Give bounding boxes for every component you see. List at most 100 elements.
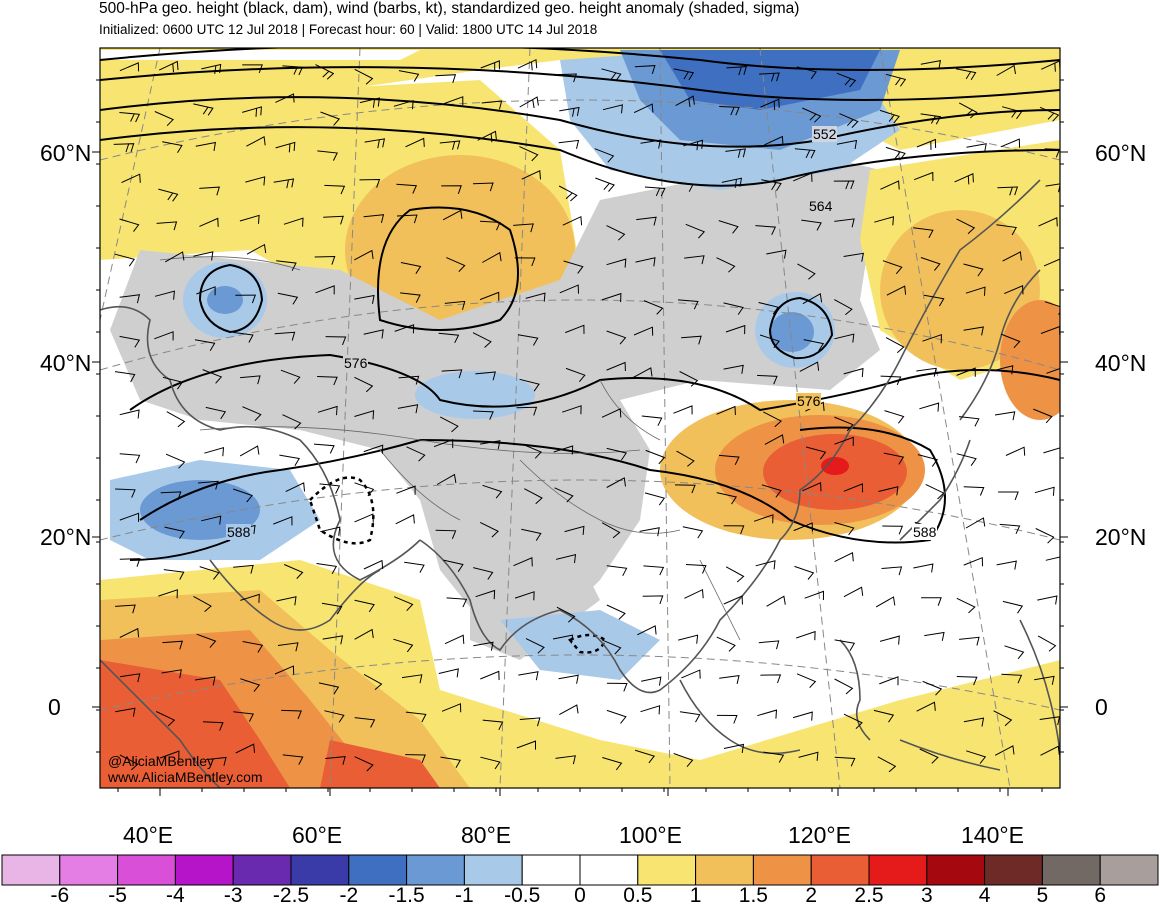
lon-label-120e: 120°E [788,822,851,848]
colorbar-swatch [290,854,350,886]
wind-barb [606,604,626,620]
wind-barb [562,405,582,415]
wind-barb [235,294,257,304]
wind-barb [879,109,900,124]
wind-barb [481,100,503,110]
wind-barb [525,638,545,654]
lat-label-eq-left: 0 [48,694,61,720]
wind-barb [154,331,174,341]
wind-barb [158,60,179,73]
wind-barb [601,522,621,539]
wind-barb [685,564,707,574]
wind-barb [802,482,822,492]
lon-label-80e: 80°E [461,822,512,848]
wind-barb [1038,217,1058,227]
wind-barb [233,564,254,574]
wind-barb [519,146,539,162]
wind-barb [322,635,344,645]
wind-barb [119,673,141,683]
wind-barb [446,597,468,608]
colorbar-label: 5 [1036,884,1049,907]
wind-barb [119,335,141,348]
wind-barb [725,148,746,158]
wind-barb [1004,285,1024,295]
wind-barb [521,170,541,180]
wind-barb [325,756,346,765]
wind-barb [442,209,463,221]
colorbar-label: -2 [339,884,359,907]
wind-barb [438,332,460,344]
wind-barb [273,178,295,189]
wind-barb [514,591,535,601]
wind-barb [518,671,539,681]
wind-barb [482,251,502,263]
lat-label-20n-left: 20°N [40,524,92,550]
wind-barb [996,64,1016,76]
wind-barb [240,678,261,692]
wind-barb [193,251,214,261]
wind-barb [477,130,497,143]
wind-barb [681,335,702,345]
wind-barb [397,404,419,414]
wind-barb [196,633,217,648]
wind-barb [479,220,501,231]
wind-barb [716,492,738,505]
colorbar-label: -3 [223,884,243,907]
wind-barb [913,171,934,182]
wind-barb [994,411,1016,421]
wind-barb [594,148,615,163]
wind-barb [640,139,661,149]
wind-barb [999,523,1021,535]
wind-barb [683,139,704,151]
wind-barb [233,711,254,722]
wind-barb [834,522,855,536]
wind-barb [763,751,785,763]
wind-barb [315,64,335,80]
wind-barb [119,62,140,72]
wind-barb [963,326,984,336]
wind-barb [602,104,623,114]
wind-barb [276,260,297,271]
wind-barb [155,711,176,727]
wind-barb [282,65,304,76]
wind-barb [880,180,900,190]
wind-barb [684,588,704,599]
wind-barb [482,719,504,731]
wind-barb [404,561,425,573]
wind-barb [519,378,540,392]
wind-barb [363,214,385,224]
wind-barb [1037,635,1057,652]
wind-barb [205,406,227,420]
wind-barb [324,710,345,723]
wind-barb [275,141,296,153]
wind-barb [913,563,934,573]
wind-barb [396,183,418,194]
wind-barb [119,453,141,464]
colorbar-swatch [868,854,928,886]
wind-barb [792,711,813,721]
wind-barb [277,292,299,305]
wind-barb [522,443,542,459]
wind-barb [121,173,141,184]
wind-barb [606,447,628,461]
wind-barb [565,367,586,383]
wind-barb [959,636,980,646]
wind-barb [673,68,695,81]
wind-barb [956,218,976,235]
wind-barb [393,638,414,653]
wind-barb [242,106,262,117]
wind-barb [681,669,701,679]
wind-barb [473,410,494,420]
wind-barb [1046,368,1060,374]
wind-barb [1002,600,1024,614]
wind-barb [119,409,140,419]
wind-barb [673,753,694,768]
wind-barb [1005,446,1026,456]
wind-barb [641,676,662,686]
wind-barb [725,566,745,583]
colorbar-label: 0 [574,884,586,907]
wind-barb [405,754,426,764]
wind-barb [199,566,220,580]
